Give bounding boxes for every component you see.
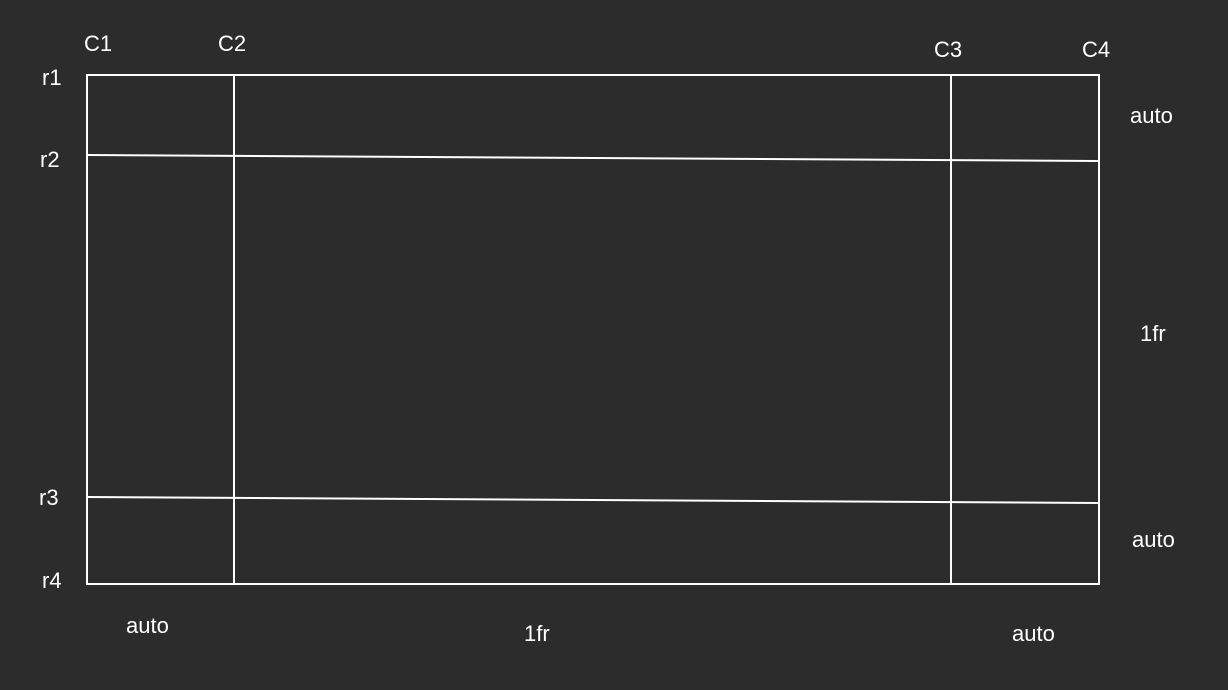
column-track-size-1: auto [126,613,169,638]
column-line-label-c3: C3 [934,37,963,62]
column-track-size-2: 1fr [524,621,550,646]
row-line-label-r1: r1 [42,65,62,90]
column-line-label-c4: C4 [1082,37,1111,62]
grid-outer-border [86,74,1100,585]
row-line-label-r3: r3 [39,485,59,510]
row-track-size-2: 1fr [1140,321,1166,346]
row-line-r3 [86,496,1100,504]
row-line-label-r2: r2 [40,147,60,172]
column-line-label-c1: C1 [84,31,113,56]
row-line-label-r4: r4 [42,568,62,593]
row-track-size-3: auto [1132,527,1175,552]
row-line-r2 [86,154,1100,162]
column-line-label-c2: C2 [218,31,247,56]
column-track-size-3: auto [1012,621,1055,646]
row-track-size-1: auto [1130,103,1173,128]
